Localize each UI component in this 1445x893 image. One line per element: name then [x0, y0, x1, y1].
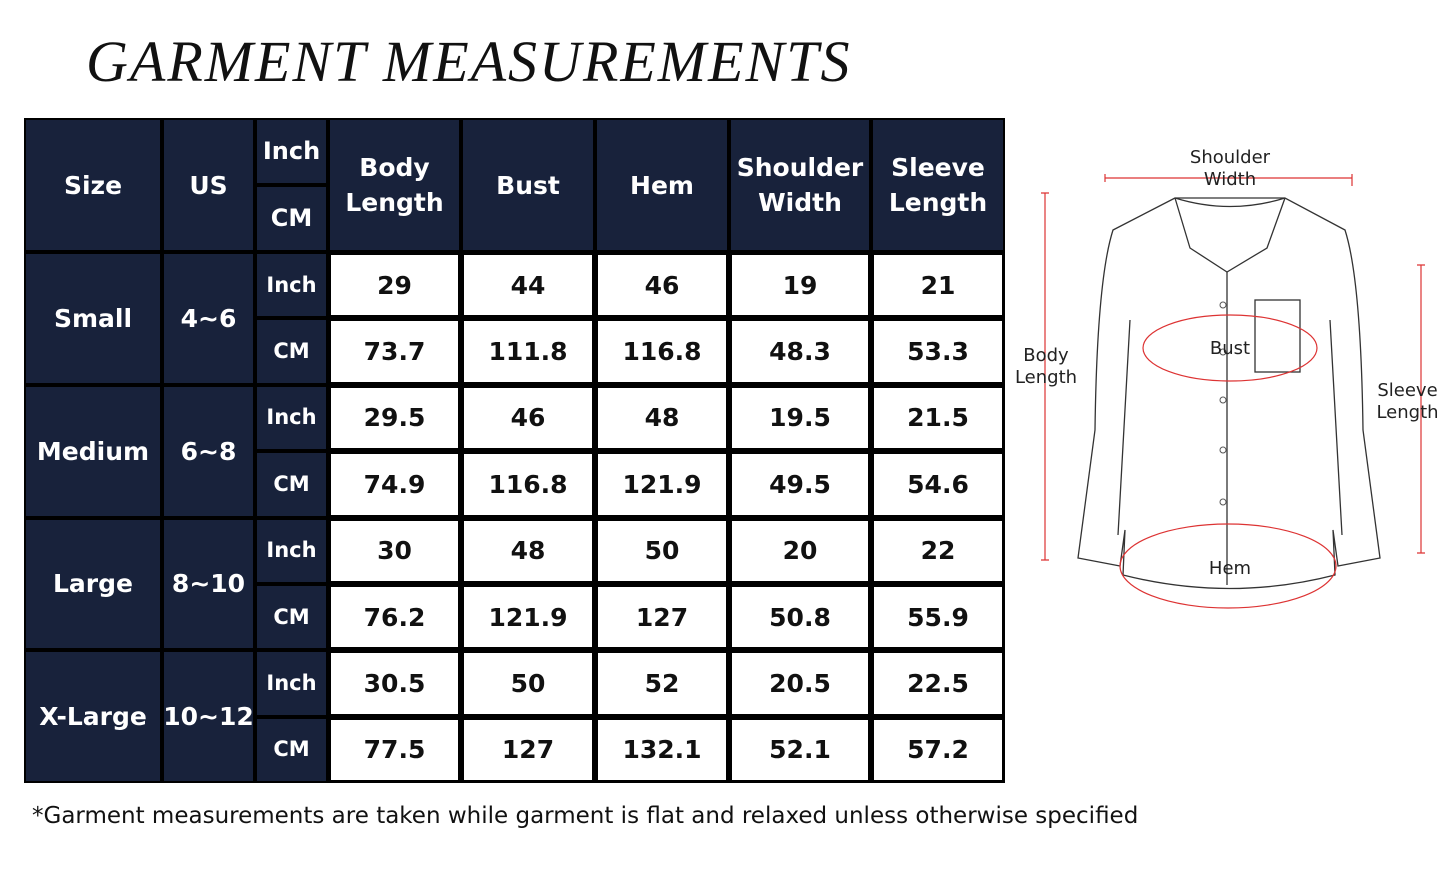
us-cell: 10~12	[162, 650, 255, 784]
header-cell: US	[162, 118, 255, 252]
value-cell: 20.5	[729, 650, 871, 717]
value-cell: 19	[729, 252, 871, 319]
header-cell: Size	[24, 118, 162, 252]
size-cell: Medium	[24, 384, 162, 518]
value-cell: 19.5	[729, 384, 871, 452]
value-cell: 127	[595, 584, 729, 651]
header-cell: Hem	[595, 118, 729, 252]
unit-cell: Inch	[255, 517, 328, 584]
hem-label: Hem	[1208, 558, 1252, 579]
shoulder-label: Shoulder Width	[1189, 147, 1271, 190]
value-cell: 29.5	[328, 384, 461, 452]
unit-cell: Inch	[255, 650, 328, 717]
value-cell: 132.1	[595, 716, 729, 784]
title: GARMENT MEASUREMENTS	[86, 29, 852, 94]
value-cell: 49.5	[729, 451, 871, 518]
value-cell: 48	[461, 517, 595, 584]
header-cell: Body Length	[328, 118, 461, 252]
value-cell: 127	[461, 716, 595, 784]
header-cell: Bust	[461, 118, 595, 252]
value-cell: 21	[871, 252, 1005, 319]
us-cell: 8~10	[162, 517, 255, 651]
body-label: Body Length	[1014, 345, 1078, 388]
value-cell: 22.5	[871, 650, 1005, 717]
value-cell: 50.8	[729, 584, 871, 651]
header-cell: Inch	[255, 118, 328, 185]
size-cell: Large	[24, 517, 162, 651]
value-cell: 21.5	[871, 384, 1005, 452]
value-cell: 30	[328, 517, 461, 584]
value-cell: 30.5	[328, 650, 461, 717]
unit-cell: CM	[255, 318, 328, 385]
value-cell: 76.2	[328, 584, 461, 651]
value-cell: 116.8	[461, 451, 595, 518]
value-cell: 74.9	[328, 451, 461, 518]
unit-cell: CM	[255, 716, 328, 784]
value-cell: 20	[729, 517, 871, 584]
us-cell: 4~6	[162, 252, 255, 385]
value-cell: 48	[595, 384, 729, 452]
value-cell: 22	[871, 517, 1005, 584]
value-cell: 77.5	[328, 716, 461, 784]
value-cell: 50	[595, 517, 729, 584]
value-cell: 116.8	[595, 318, 729, 385]
unit-cell: CM	[255, 584, 328, 651]
value-cell: 46	[461, 384, 595, 452]
value-cell: 48.3	[729, 318, 871, 385]
value-cell: 46	[595, 252, 729, 319]
value-cell: 52	[595, 650, 729, 717]
value-cell: 54.6	[871, 451, 1005, 518]
size-cell: Small	[24, 252, 162, 385]
value-cell: 44	[461, 252, 595, 319]
sleeve-label: Sleeve Length	[1376, 380, 1439, 423]
unit-cell: Inch	[255, 252, 328, 319]
bust-label: Bust	[1209, 338, 1251, 359]
value-cell: 111.8	[461, 318, 595, 385]
size-cell: X-Large	[24, 650, 162, 784]
us-cell: 6~8	[162, 384, 255, 518]
value-cell: 29	[328, 252, 461, 319]
value-cell: 55.9	[871, 584, 1005, 651]
value-cell: 57.2	[871, 716, 1005, 784]
value-cell: 53.3	[871, 318, 1005, 385]
unit-cell: Inch	[255, 384, 328, 452]
value-cell: 121.9	[595, 451, 729, 518]
footnote: *Garment measurements are taken while ga…	[32, 803, 1139, 829]
unit-cell: CM	[255, 451, 328, 518]
header-cell: Shoulder Width	[729, 118, 871, 252]
header-cell: CM	[255, 185, 328, 252]
value-cell: 121.9	[461, 584, 595, 651]
header-cell: Sleeve Length	[871, 118, 1005, 252]
value-cell: 50	[461, 650, 595, 717]
value-cell: 52.1	[729, 716, 871, 784]
value-cell: 73.7	[328, 318, 461, 385]
shirt-diagram	[1041, 174, 1425, 609]
